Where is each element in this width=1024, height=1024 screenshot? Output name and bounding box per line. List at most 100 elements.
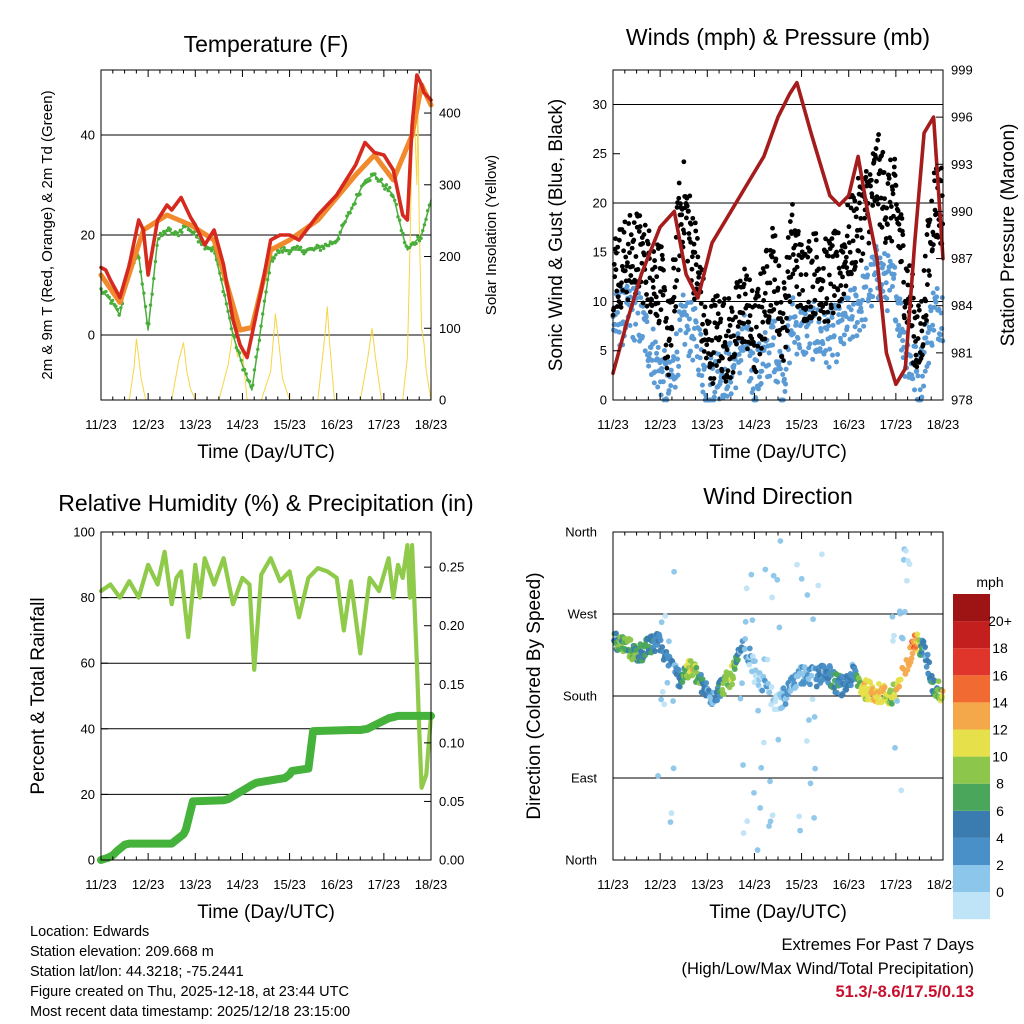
wind-gust-point: [658, 307, 664, 313]
direction-point: [922, 644, 928, 650]
wind-speed-point: [787, 360, 793, 366]
direction-point: [742, 618, 749, 625]
wind-gust-point: [841, 291, 847, 297]
direction-point: [769, 594, 776, 601]
direction-point: [693, 664, 700, 671]
direction-point: [848, 682, 854, 689]
direction-point: [793, 683, 799, 690]
dewpoint-point: [163, 232, 168, 236]
wind-gust-point: [702, 304, 708, 310]
y-tick-label: 10: [593, 294, 607, 309]
wind-gust-point: [885, 181, 891, 186]
wind-gust-point: [820, 304, 825, 310]
dewpoint-point: [358, 192, 362, 196]
wind-speed-point: [790, 295, 796, 301]
humidity-ylabel: Percent & Total Rainfall: [28, 597, 49, 794]
wind-gust-point: [914, 364, 920, 370]
direction-point: [899, 635, 906, 642]
wind-gust-point: [875, 201, 881, 207]
extremes-subtitle: (High/Low/Max Wind/Total Precipitation): [681, 959, 974, 978]
wind-gust-point: [911, 334, 917, 339]
colorbar-swatch: [953, 892, 990, 920]
wind-gust-point: [923, 298, 929, 304]
y-tick-label: 20: [593, 195, 607, 210]
wind-gust-point: [847, 249, 853, 255]
wind-gust-point: [867, 172, 873, 177]
wind-speed-point: [697, 355, 703, 361]
wind-speed-point: [871, 261, 877, 267]
colorbar-label: 0: [996, 884, 1004, 900]
wind-gust-point: [916, 307, 922, 313]
wind-gust-point: [787, 219, 793, 224]
direction-point: [777, 538, 784, 544]
x-tick-label: 16/23: [320, 417, 353, 432]
wind-gust-point: [924, 232, 930, 237]
wind-gust-point: [816, 266, 822, 272]
wind-speed-point: [803, 350, 809, 356]
wind-gust-point: [618, 304, 624, 310]
wind-gust-point: [732, 352, 738, 357]
direction-point: [891, 632, 897, 639]
dewpoint-point: [208, 246, 212, 251]
wind-gust-point: [742, 291, 748, 297]
wind-gust-point: [744, 273, 750, 279]
winds-ylabel: Sonic Wind & Gust (Blue, Black): [546, 99, 567, 371]
wind-gust-point: [686, 236, 692, 242]
x-tick-label: 12/23: [644, 417, 677, 432]
wind-gust-point: [807, 247, 813, 253]
dewpoint-point: [401, 231, 405, 236]
wind-gust-point: [653, 294, 659, 300]
colorbar-swatch: [953, 865, 990, 893]
wind-speed-point: [854, 320, 860, 326]
colorbar-label: 16: [992, 667, 1008, 683]
wind-speed-point: [829, 314, 835, 320]
wind-speed-point: [659, 369, 665, 375]
humidity-line: [98, 542, 434, 790]
wind-gust-point: [687, 193, 693, 199]
wind-gust-point: [672, 284, 678, 290]
dewpoint-point: [388, 185, 392, 190]
wind-speed-point: [733, 385, 739, 391]
wind-gust-point: [616, 237, 622, 243]
humidity-xlabel: Time (Day/UTC): [197, 902, 335, 923]
wind-gust-point: [650, 285, 656, 290]
wind-speed-point: [647, 351, 653, 357]
wind-gust-point: [887, 199, 893, 205]
wind-gust-point: [805, 254, 811, 260]
dewpoint-point: [148, 303, 153, 307]
wind-gust-point: [863, 168, 869, 174]
wind-gust-point: [627, 212, 633, 218]
wind-gust-point: [678, 201, 683, 207]
direction-point: [904, 577, 910, 584]
x-tick-label: 15/23: [785, 417, 818, 432]
dewpoint-point: [317, 244, 321, 249]
dewpoint-point: [343, 220, 347, 224]
y-tick-label: 5: [600, 343, 607, 358]
wind-gust-point: [769, 254, 775, 260]
dewpoint-point: [419, 236, 423, 240]
colorbar-label: 6: [996, 803, 1004, 819]
direction-point: [803, 738, 810, 744]
wind-gust-point: [794, 264, 800, 270]
wind-speed-point: [797, 345, 803, 351]
dewpoint-point: [277, 250, 281, 255]
direction-point: [890, 681, 897, 688]
direction-point: [734, 656, 741, 663]
wind-gust-point: [752, 303, 758, 308]
direction-point: [892, 744, 898, 751]
direction-point: [661, 701, 668, 708]
wind-speed-point: [712, 389, 718, 395]
wind-speed-point: [817, 346, 823, 352]
wind-gust-point: [840, 274, 845, 280]
wind-speed-point: [792, 314, 798, 320]
dewpoint-point: [264, 290, 268, 294]
wind-gust-point: [813, 237, 819, 243]
wind-gust-point: [891, 164, 897, 170]
wind-gust-point: [859, 235, 865, 241]
x-tick-label: 11/23: [85, 417, 117, 432]
panel-winds: Winds (mph) & Pressure (mb) 11/23 12/23 13…: [546, 24, 1019, 463]
wind-gust-point: [935, 234, 941, 240]
wind-gust-point: [839, 296, 845, 302]
wind-gust-point: [820, 278, 826, 284]
